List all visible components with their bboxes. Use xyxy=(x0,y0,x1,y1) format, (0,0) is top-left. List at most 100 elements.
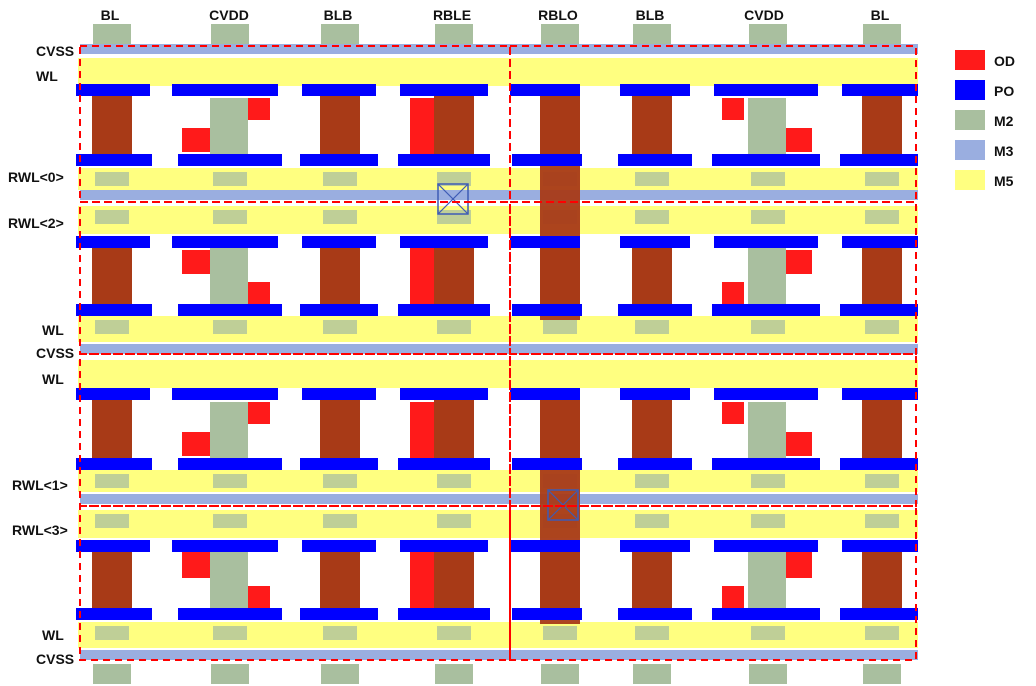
m2-contact xyxy=(213,172,247,186)
m2-stub-top xyxy=(93,24,131,44)
poly-gate xyxy=(512,458,582,470)
device-column xyxy=(92,400,132,462)
poly-gate xyxy=(76,388,150,400)
od-region xyxy=(248,98,270,120)
od-region xyxy=(786,128,812,152)
legend-label: M2 xyxy=(994,113,1014,129)
m2-contact xyxy=(437,514,471,528)
transistor-devices xyxy=(92,96,902,624)
od-region xyxy=(786,552,812,578)
device-column xyxy=(320,246,360,304)
row-label: WL xyxy=(42,371,64,387)
m2-contact xyxy=(751,514,785,528)
row-label: CVSS xyxy=(36,345,74,361)
row-label: WL xyxy=(36,68,58,84)
m2-stub-bottom xyxy=(435,664,473,684)
od-region xyxy=(786,250,812,274)
poly-gate xyxy=(714,540,818,552)
m5-band xyxy=(78,510,918,538)
poly-gate xyxy=(714,84,818,96)
m2-contact xyxy=(213,320,247,334)
m2-stub-bottom xyxy=(321,664,359,684)
poly-gate xyxy=(302,84,376,96)
poly-gate xyxy=(712,608,820,620)
m2-contact xyxy=(213,514,247,528)
poly-gate xyxy=(714,388,818,400)
m2-contact xyxy=(95,514,129,528)
device-column xyxy=(632,96,672,162)
poly-gate xyxy=(714,236,818,248)
legend-swatch xyxy=(955,50,985,70)
m2-strap xyxy=(210,248,248,306)
poly-gate xyxy=(400,388,488,400)
labels: BL CVDD BLB RBLE RBLO BLB CVDD BL CVSS WL RWL<0> RW… xyxy=(8,7,890,667)
poly-gate xyxy=(618,458,692,470)
m2-contact xyxy=(95,626,129,640)
m5-band xyxy=(78,470,918,492)
poly-gate xyxy=(300,154,378,166)
poly-gate xyxy=(178,458,282,470)
poly-gate xyxy=(302,236,376,248)
column-label: RBLO xyxy=(538,7,578,23)
m2-stub-bottom xyxy=(541,664,579,684)
m2-contact xyxy=(635,210,669,224)
m2-strap xyxy=(210,98,248,163)
row-label: CVSS xyxy=(36,43,74,59)
m2-contact xyxy=(751,474,785,488)
poly-gate xyxy=(712,458,820,470)
poly-gate xyxy=(512,608,582,620)
m2-stub-top xyxy=(633,24,671,44)
m2-strap xyxy=(748,98,786,163)
poly-gate xyxy=(840,154,918,166)
poly-gate xyxy=(178,608,282,620)
poly-gate xyxy=(510,84,580,96)
m2-contact xyxy=(865,514,899,528)
m2-strap xyxy=(748,402,786,462)
m2-strap xyxy=(748,248,786,306)
device-column xyxy=(92,96,132,162)
m2-stub-top xyxy=(749,24,787,44)
legend-label: OD xyxy=(994,53,1015,69)
m2-contact xyxy=(635,172,669,186)
m2-column-stubs xyxy=(93,24,901,684)
m2-contact xyxy=(95,210,129,224)
m5-band xyxy=(78,58,918,86)
legend-swatch xyxy=(955,140,985,160)
poly-gate xyxy=(300,608,378,620)
poly-gate xyxy=(398,154,490,166)
m2-contact xyxy=(95,474,129,488)
od-region xyxy=(248,402,270,424)
legend-label: M5 xyxy=(994,173,1014,189)
poly-gate xyxy=(398,608,490,620)
device-column xyxy=(320,96,360,162)
poly-gate xyxy=(300,304,378,316)
m5-band xyxy=(78,168,918,190)
row-label: WL xyxy=(42,322,64,338)
m2-contact xyxy=(543,320,577,334)
m2-contact xyxy=(865,320,899,334)
poly-gate xyxy=(76,84,150,96)
poly-gate xyxy=(302,388,376,400)
poly-gate xyxy=(842,388,918,400)
m2-contact xyxy=(213,474,247,488)
cell-boundaries xyxy=(79,45,917,661)
m5-band xyxy=(78,360,918,388)
m2-contact xyxy=(323,320,357,334)
m2-contact xyxy=(213,626,247,640)
poly-gate xyxy=(172,84,278,96)
od-region xyxy=(722,282,744,304)
m2-contact xyxy=(751,320,785,334)
poly-gate xyxy=(76,458,152,470)
m2-stub-top xyxy=(541,24,579,44)
m5-band xyxy=(78,622,918,648)
m2-contact xyxy=(865,474,899,488)
m3-read-rail xyxy=(80,494,918,504)
row-label: CVSS xyxy=(36,651,74,667)
m2-contact xyxy=(437,320,471,334)
poly-gate xyxy=(840,458,918,470)
m3-cvss-rail xyxy=(80,650,918,660)
legend-swatch xyxy=(955,170,985,190)
device-column xyxy=(320,400,360,462)
m2-contact xyxy=(635,514,669,528)
